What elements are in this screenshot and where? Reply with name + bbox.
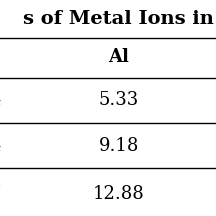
Text: s of Metal Ions in: s of Metal Ions in <box>23 10 214 28</box>
Text: 9.18: 9.18 <box>99 137 139 155</box>
Text: 0: 0 <box>214 91 216 110</box>
Text: 2: 2 <box>215 185 216 203</box>
Text: 4: 4 <box>0 137 1 155</box>
Text: 7: 7 <box>0 185 1 203</box>
Text: 1: 1 <box>214 137 216 155</box>
Text: 12.88: 12.88 <box>93 185 145 203</box>
Text: 5.33: 5.33 <box>99 91 139 110</box>
Text: Al: Al <box>108 48 129 66</box>
Text: 4: 4 <box>0 91 1 110</box>
